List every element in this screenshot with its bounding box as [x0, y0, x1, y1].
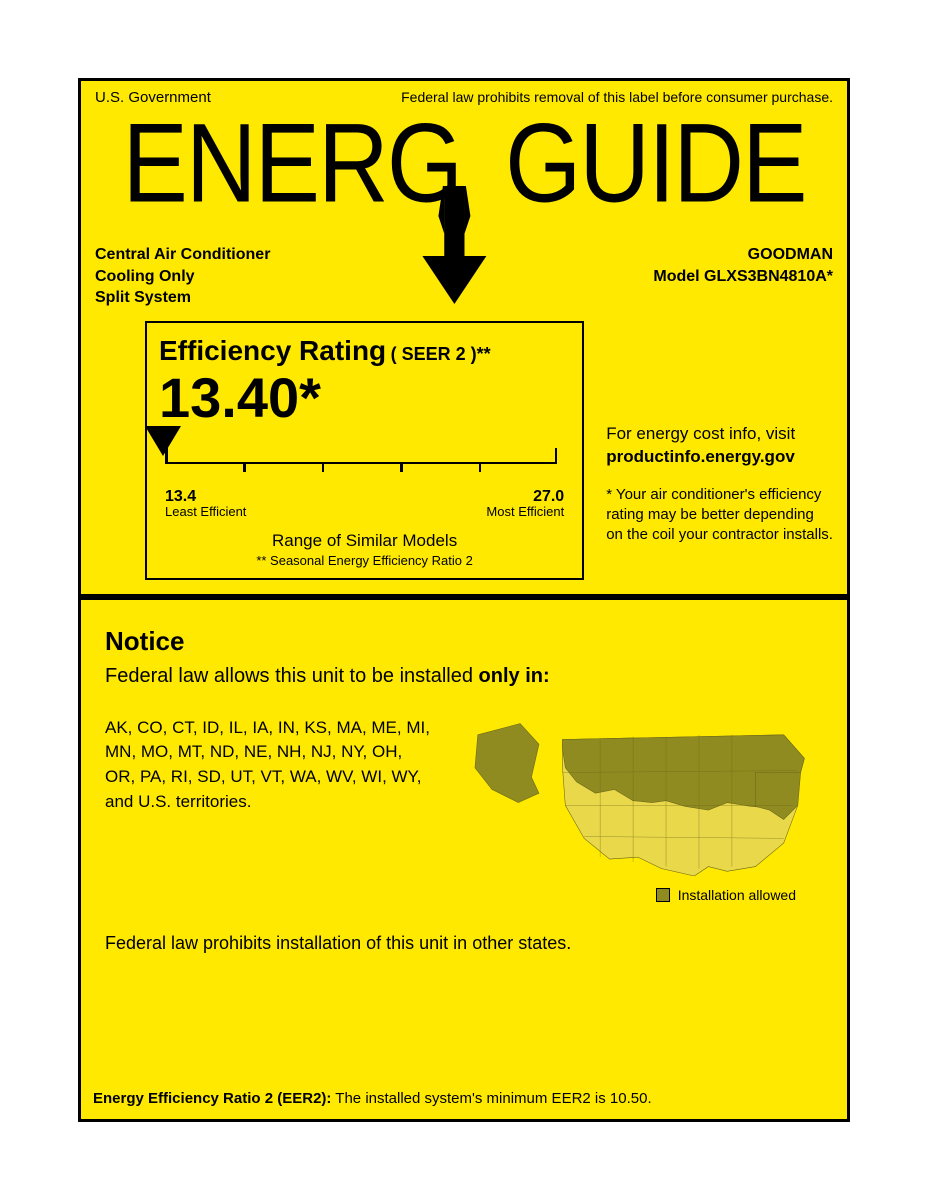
product-line3: Split System: [95, 287, 270, 309]
range-subtitle: ** Seasonal Energy Efficiency Ratio 2: [159, 553, 570, 568]
scale-tick: [479, 462, 482, 472]
cost-info-line1: For energy cost info, visit: [606, 423, 833, 446]
scale-end-labels: Least Efficient Most Efficient: [165, 504, 564, 519]
product-line2: Cooling Only: [95, 266, 270, 288]
scale-tick: [400, 462, 403, 472]
states-row: AK, CO, CT, ID, IL, IA, IN, KS, MA, ME, …: [105, 716, 823, 903]
model-line: Model GLXS3BN4810A*: [653, 266, 833, 288]
product-model: GOODMAN Model GLXS3BN4810A*: [653, 244, 833, 309]
logo-right: GUIDE: [505, 99, 805, 226]
efficiency-box: Efficiency Rating ( SEER 2 )** 13.40* 13…: [145, 321, 584, 580]
eer-row: Energy Efficiency Ratio 2 (EER2): The in…: [93, 1090, 835, 1107]
logo-left: ENERG: [123, 99, 462, 226]
scale-tick: [322, 462, 325, 472]
us-map-icon: [465, 716, 820, 876]
notice-block: Notice Federal law allows this unit to b…: [81, 600, 847, 954]
scale-max-label: Most Efficient: [486, 504, 564, 519]
cost-info-url: productinfo.energy.gov: [606, 446, 833, 469]
product-type: Central Air Conditioner Cooling Only Spl…: [95, 244, 270, 309]
logo-area: ENERGGUIDE: [81, 106, 847, 216]
notice-only: only in:: [479, 665, 550, 687]
legend-text: Installation allowed: [678, 887, 796, 903]
notice-title: Notice: [105, 626, 823, 657]
efficiency-title: Efficiency Rating: [159, 335, 386, 366]
side-info: For energy cost info, visit productinfo.…: [606, 321, 833, 580]
states-list: AK, CO, CT, ID, IL, IA, IN, KS, MA, ME, …: [105, 716, 435, 815]
scale-min-label: Least Efficient: [165, 504, 246, 519]
mid-section: Efficiency Rating ( SEER 2 )** 13.40* 13…: [81, 315, 847, 580]
notice-install-line: Federal law allows this unit to be insta…: [105, 665, 823, 688]
down-arrow-icon: [414, 186, 494, 306]
efficiency-value: 13.40*: [159, 369, 570, 428]
legend-swatch: [656, 888, 670, 902]
energy-guide-label: U.S. Government Federal law prohibits re…: [78, 78, 850, 1122]
map-wrap: Installation allowed: [465, 716, 820, 903]
brand: GOODMAN: [653, 244, 833, 266]
scale-line: [165, 462, 557, 464]
notice-pre: Federal law allows this unit to be insta…: [105, 665, 479, 687]
efficiency-title-row: Efficiency Rating ( SEER 2 )**: [159, 335, 570, 367]
efficiency-scale: [165, 460, 557, 488]
scale-tick: [165, 448, 168, 464]
eer-text: The installed system's minimum EER2 is 1…: [331, 1090, 651, 1107]
scale-pointer-icon: [145, 426, 181, 456]
model-value: GLXS3BN4810A*: [704, 268, 833, 285]
scale-tick: [555, 448, 558, 464]
map-legend: Installation allowed: [465, 887, 820, 903]
eer-label: Energy Efficiency Ratio 2 (EER2):: [93, 1090, 331, 1107]
efficiency-metric: ( SEER 2 )**: [391, 344, 491, 364]
scale-tick: [243, 462, 246, 472]
prohibit-line: Federal law prohibits installation of th…: [105, 933, 823, 954]
range-title: Range of Similar Models: [159, 531, 570, 551]
model-label: Model: [653, 268, 699, 285]
efficiency-footnote: * Your air conditioner's efficiency rati…: [606, 485, 833, 546]
product-line1: Central Air Conditioner: [95, 244, 270, 266]
